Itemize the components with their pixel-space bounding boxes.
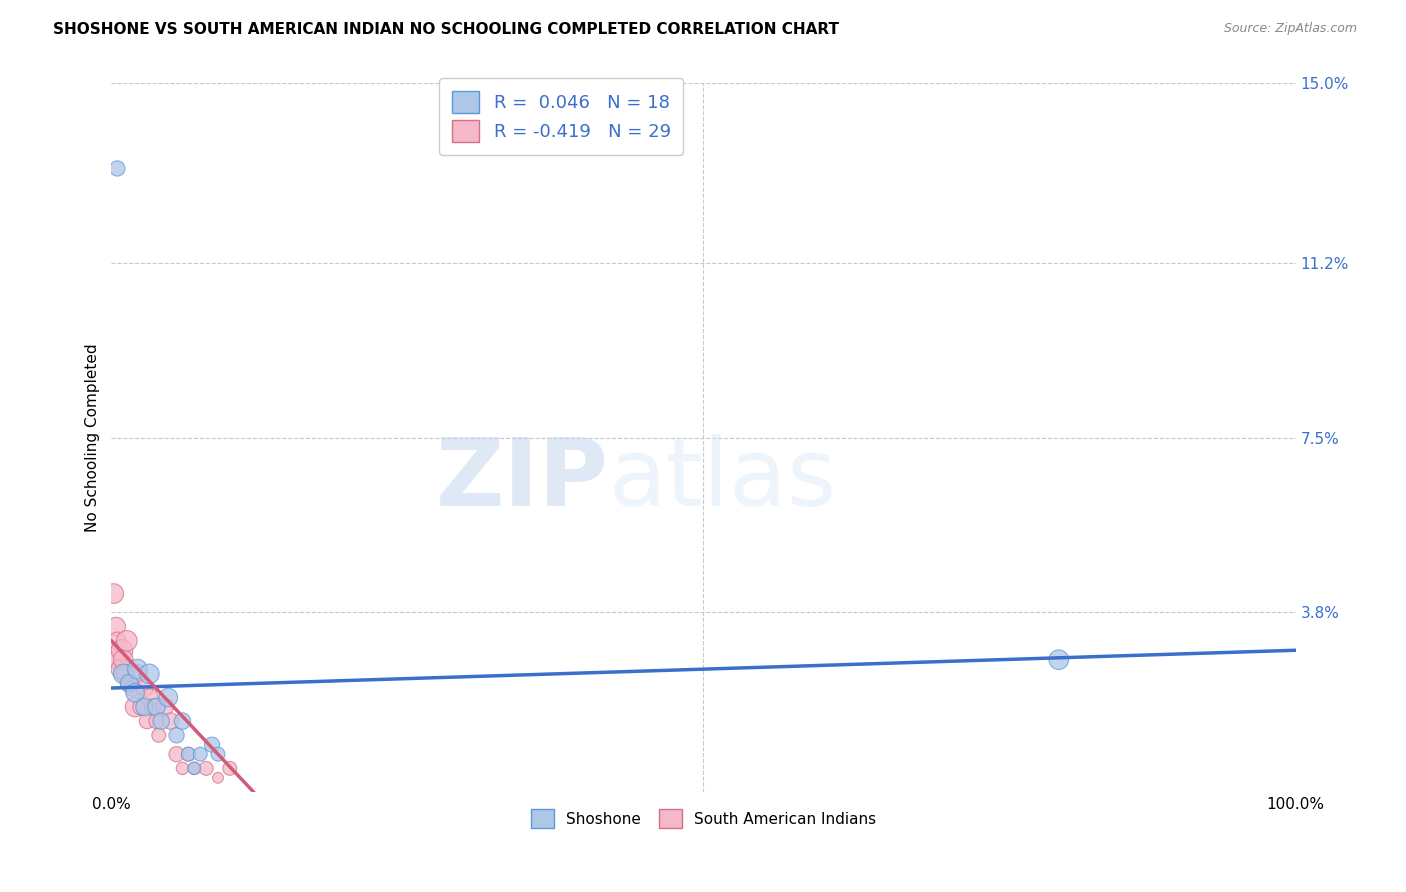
Point [207,771,229,785]
Point [157,690,180,705]
Point [183,761,205,775]
Point [136,714,159,728]
Point [138,666,160,681]
Point [105,633,128,648]
Point [114,666,136,681]
Point [177,747,200,761]
Point [121,681,143,695]
Point [107,653,129,667]
Point [195,761,218,775]
Text: SHOSHONE VS SOUTH AMERICAN INDIAN NO SCHOOLING COMPLETED CORRELATION CHART: SHOSHONE VS SOUTH AMERICAN INDIAN NO SCH… [53,22,839,37]
Point [145,714,167,728]
Point [145,700,167,714]
Point [218,761,240,775]
Point [129,700,152,714]
Point [166,728,188,742]
Point [207,747,229,761]
Point [153,700,176,714]
Point [138,690,160,705]
Point [111,643,134,657]
Point [134,681,156,695]
Point [124,686,146,700]
Point [183,761,205,775]
Text: ZIP: ZIP [436,434,609,526]
Point [124,700,146,714]
Point [103,586,125,600]
Point [172,714,194,728]
Legend: Shoshone, South American Indians: Shoshone, South American Indians [524,803,883,834]
Point [110,662,132,676]
Point [177,747,200,761]
Point [148,728,170,742]
Y-axis label: No Schooling Completed: No Schooling Completed [86,343,100,532]
Point [105,161,128,176]
Point [159,714,181,728]
Point [172,761,194,775]
Point [118,676,141,690]
Point [127,662,149,676]
Point [118,676,141,690]
Point [115,633,138,648]
Point [150,714,173,728]
Text: Source: ZipAtlas.com: Source: ZipAtlas.com [1223,22,1357,36]
Text: atlas: atlas [609,434,837,526]
Point [201,738,224,752]
Point [112,653,135,667]
Point [166,747,188,761]
Point [127,666,149,681]
Point [188,747,211,761]
Point [134,700,156,714]
Point [142,700,165,714]
Point [112,666,135,681]
Point [105,620,128,634]
Point [1047,653,1070,667]
